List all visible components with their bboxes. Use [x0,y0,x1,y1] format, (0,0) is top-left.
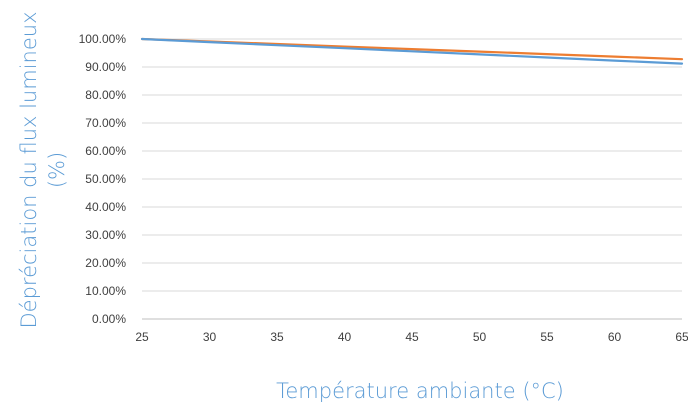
y-axis-title-line1: Dépréciation du flux lumineux [17,11,41,328]
tick-labels: 0.00% 10.00% 20.00% 30.00% 40.00% 50.00% 60.00… [79,32,688,344]
y-tick-label: 80.00% [85,88,126,102]
x-tick-label: 25 [135,330,149,344]
series-line-2 [140,37,684,65]
y-tick-label: 70.00% [85,116,126,130]
gridlines [142,38,682,292]
x-tick-label: 40 [338,330,352,344]
series-lines [140,37,684,65]
x-axis-title: Température ambiante (°C) [276,379,564,403]
y-tick-label: 30.00% [85,228,126,242]
y-axis-title-line2: (%) [45,152,69,188]
y-tick-label: 40.00% [85,200,126,214]
y-tick-label: 10.00% [85,284,126,298]
x-tick-label: 30 [203,330,217,344]
x-tick-label: 50 [473,330,487,344]
x-tick-label: 55 [540,330,554,344]
y-tick-label: 90.00% [85,60,126,74]
x-tick-label: 35 [270,330,284,344]
y-tick-label: 0.00% [92,312,126,326]
y-tick-label: 60.00% [85,144,126,158]
y-tick-label: 20.00% [85,256,126,270]
x-tick-label: 60 [608,330,622,344]
y-tick-label: 100.00% [79,32,127,46]
x-tick-label: 65 [675,330,688,344]
y-tick-label: 50.00% [85,172,126,186]
x-tick-label: 45 [405,330,419,344]
